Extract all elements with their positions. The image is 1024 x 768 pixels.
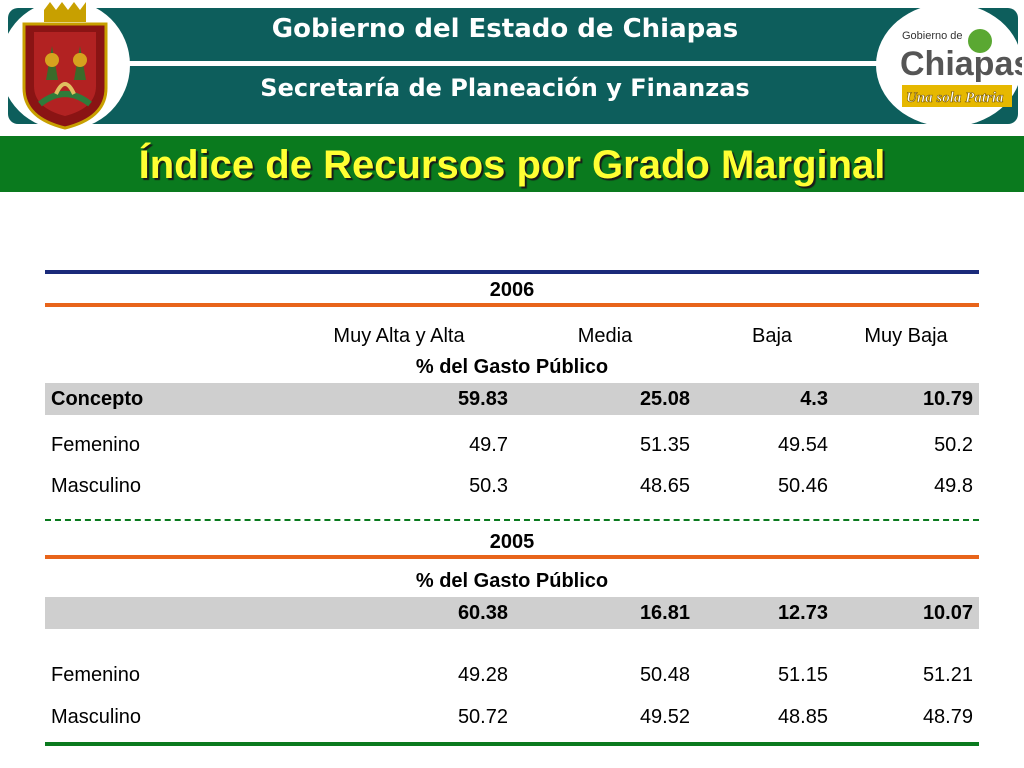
summary-value: 60.38 bbox=[457, 602, 508, 624]
summary-value: 12.73 bbox=[777, 602, 828, 624]
title-banner: Índice de Recursos por Grado Marginal bbox=[0, 136, 1024, 192]
table-cell: 50.48 bbox=[639, 664, 690, 686]
column-header-muy-alta: Muy Alta y Alta bbox=[333, 325, 465, 347]
table-cell: 50.46 bbox=[777, 475, 828, 497]
section-year-2006: 2006 bbox=[489, 279, 535, 301]
table-cell: 51.15 bbox=[777, 664, 828, 686]
right-logo: Gobierno de Chiapas Una sola Patria bbox=[876, 3, 1024, 127]
section-rule-2005 bbox=[45, 555, 979, 559]
table-top-rule bbox=[45, 270, 979, 274]
table-cell: 48.79 bbox=[922, 706, 973, 728]
table-cell: 49.54 bbox=[777, 434, 828, 456]
header: Gobierno del Estado de Chiapas Secretarí… bbox=[0, 0, 1024, 130]
logo-small-text: Gobierno de bbox=[902, 30, 963, 42]
summary-value: 25.08 bbox=[639, 388, 690, 410]
table-cell: 48.65 bbox=[639, 475, 690, 497]
table-cell: 49.8 bbox=[934, 475, 973, 497]
summary-value: 16.81 bbox=[639, 602, 690, 624]
section-subtitle: % del Gasto Público bbox=[415, 570, 609, 592]
header-band bbox=[8, 8, 1018, 124]
table-cell: 49.7 bbox=[469, 434, 508, 456]
row-label: Femenino bbox=[51, 434, 140, 456]
logo-tagline: Una sola Patria bbox=[906, 90, 1004, 106]
table-cell: 48.85 bbox=[777, 706, 828, 728]
section-year-2005: 2005 bbox=[489, 531, 535, 553]
table-cell: 51.21 bbox=[922, 664, 973, 686]
column-header-baja: Baja bbox=[751, 325, 793, 347]
column-header-muy-baja: Muy Baja bbox=[864, 325, 948, 347]
table-cell: 51.35 bbox=[639, 434, 690, 456]
table-cell: 49.52 bbox=[639, 706, 690, 728]
summary-row bbox=[45, 597, 979, 629]
header-title-line2: Secretaría de Planeación y Finanzas bbox=[260, 74, 750, 102]
table-cell: 50.72 bbox=[457, 706, 508, 728]
header-divider bbox=[120, 61, 890, 66]
summary-value: 10.79 bbox=[922, 388, 973, 410]
header-title-line1: Gobierno del Estado de Chiapas bbox=[271, 14, 739, 44]
row-label: Masculino bbox=[51, 475, 142, 497]
coat-of-arms-icon bbox=[22, 2, 108, 130]
summary-value: 4.3 bbox=[800, 388, 828, 410]
table-cell: 50.2 bbox=[934, 434, 973, 456]
section-rule-2006 bbox=[45, 303, 979, 307]
page-title: Índice de Recursos por Grado Marginal bbox=[138, 143, 886, 187]
logo-main-text: Chiapas bbox=[900, 45, 1022, 83]
table-cell: 50.3 bbox=[469, 475, 508, 497]
summary-value: 59.83 bbox=[457, 388, 508, 410]
summary-label: Concepto bbox=[51, 388, 144, 410]
column-header-media: Media bbox=[577, 325, 633, 347]
summary-value: 10.07 bbox=[922, 602, 973, 624]
row-label: Masculino bbox=[51, 706, 142, 728]
section-divider bbox=[45, 519, 979, 521]
left-logo bbox=[0, 0, 130, 130]
section-subtitle: % del Gasto Público bbox=[415, 356, 609, 378]
table-bottom-rule bbox=[45, 742, 979, 746]
chiapas-logo-icon: Gobierno de Chiapas Una sola Patria bbox=[900, 29, 1024, 107]
summary-row bbox=[45, 383, 979, 415]
row-label: Femenino bbox=[51, 664, 140, 686]
table-cell: 49.28 bbox=[457, 664, 508, 686]
